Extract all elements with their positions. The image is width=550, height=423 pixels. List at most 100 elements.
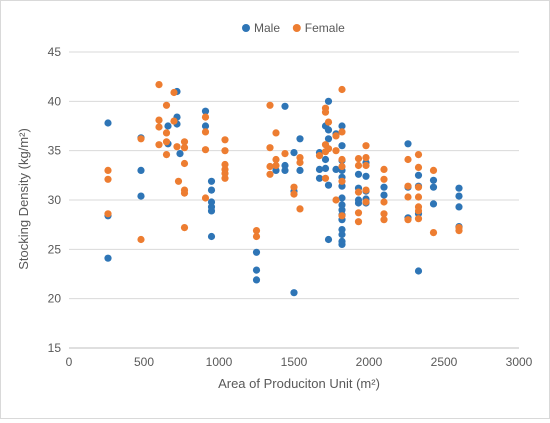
male-point bbox=[429, 176, 438, 184]
male-point bbox=[164, 122, 172, 130]
series-female bbox=[104, 81, 463, 244]
male-point bbox=[362, 172, 370, 180]
male-point bbox=[137, 192, 145, 200]
female-point bbox=[455, 227, 463, 235]
female-point bbox=[162, 101, 171, 109]
female-point bbox=[380, 165, 388, 173]
y-tick-label: 20 bbox=[48, 292, 62, 306]
female-point bbox=[174, 177, 183, 185]
female-point bbox=[404, 155, 412, 164]
female-point bbox=[252, 227, 261, 235]
female-point bbox=[362, 154, 370, 162]
male-point bbox=[404, 140, 412, 148]
female-point bbox=[338, 177, 346, 185]
male-point bbox=[281, 166, 289, 174]
female-point bbox=[429, 166, 438, 174]
female-point bbox=[362, 186, 370, 194]
y-tick-label: 40 bbox=[48, 94, 62, 108]
legend-item-female: Female bbox=[292, 21, 345, 35]
male-point bbox=[324, 126, 333, 134]
female-point bbox=[272, 161, 280, 170]
male-point bbox=[321, 155, 330, 164]
female-point bbox=[404, 193, 412, 201]
male-point bbox=[324, 135, 333, 143]
male-point bbox=[455, 192, 463, 200]
female-point bbox=[338, 162, 346, 171]
female-point bbox=[252, 232, 261, 241]
male-point bbox=[104, 119, 112, 127]
female-point bbox=[332, 132, 340, 140]
legend-marker bbox=[292, 24, 301, 32]
female-point bbox=[201, 194, 210, 202]
female-point bbox=[104, 210, 112, 218]
data-points bbox=[104, 81, 463, 297]
female-point bbox=[338, 212, 346, 220]
male-point bbox=[290, 149, 298, 157]
male-point bbox=[201, 107, 210, 115]
female-point bbox=[170, 88, 178, 97]
male-point bbox=[321, 164, 330, 172]
male-point bbox=[414, 267, 423, 275]
female-point bbox=[380, 216, 388, 224]
male-point bbox=[315, 174, 324, 182]
female-point bbox=[180, 189, 189, 197]
male-point bbox=[338, 240, 346, 248]
male-point bbox=[324, 235, 333, 244]
male-point bbox=[338, 194, 346, 202]
female-point bbox=[155, 116, 163, 124]
male-point bbox=[176, 150, 184, 158]
female-point bbox=[266, 170, 274, 178]
male-point bbox=[324, 181, 333, 189]
female-point bbox=[414, 183, 423, 191]
female-point bbox=[354, 188, 363, 196]
y-tick-label: 45 bbox=[48, 45, 62, 59]
x-tick-label: 1000 bbox=[206, 355, 233, 369]
female-point bbox=[380, 210, 388, 218]
male-point bbox=[429, 183, 438, 191]
female-point bbox=[404, 216, 412, 224]
male-point bbox=[207, 232, 216, 241]
female-point bbox=[201, 128, 210, 136]
female-point bbox=[137, 235, 145, 244]
female-point bbox=[429, 229, 438, 237]
y-tick-label: 30 bbox=[48, 193, 62, 207]
male-point bbox=[338, 230, 346, 239]
female-point bbox=[321, 174, 330, 182]
legend: Male Female bbox=[242, 21, 345, 35]
female-point bbox=[290, 190, 298, 198]
female-point bbox=[338, 128, 346, 136]
male-point bbox=[338, 122, 346, 130]
y-axis-tick-labels: 15 20 25 30 35 40 45 bbox=[48, 45, 62, 355]
male-point bbox=[201, 122, 210, 130]
female-point bbox=[338, 85, 346, 94]
female-point bbox=[354, 218, 363, 226]
female-point bbox=[290, 183, 298, 191]
male-point bbox=[315, 165, 324, 173]
female-point bbox=[354, 155, 363, 163]
female-point bbox=[162, 138, 171, 146]
gridlines bbox=[69, 51, 519, 349]
female-point bbox=[180, 138, 189, 146]
female-point bbox=[162, 129, 171, 137]
female-point bbox=[162, 151, 171, 159]
female-point bbox=[380, 198, 388, 206]
female-point bbox=[266, 101, 274, 109]
male-point bbox=[429, 200, 438, 208]
female-point bbox=[104, 166, 112, 174]
male-point bbox=[281, 102, 289, 110]
female-point bbox=[332, 196, 340, 204]
female-point bbox=[404, 182, 412, 190]
male-point bbox=[324, 97, 333, 105]
y-tick-label: 25 bbox=[48, 242, 62, 256]
x-tick-label: 2000 bbox=[356, 355, 383, 369]
male-point bbox=[296, 166, 304, 174]
male-point bbox=[380, 191, 388, 199]
male-point bbox=[137, 166, 145, 174]
female-point bbox=[155, 81, 163, 89]
x-tick-label: 500 bbox=[134, 355, 154, 369]
female-point bbox=[201, 113, 210, 121]
female-point bbox=[296, 205, 304, 213]
y-tick-label: 35 bbox=[48, 144, 62, 158]
female-point bbox=[324, 145, 333, 153]
